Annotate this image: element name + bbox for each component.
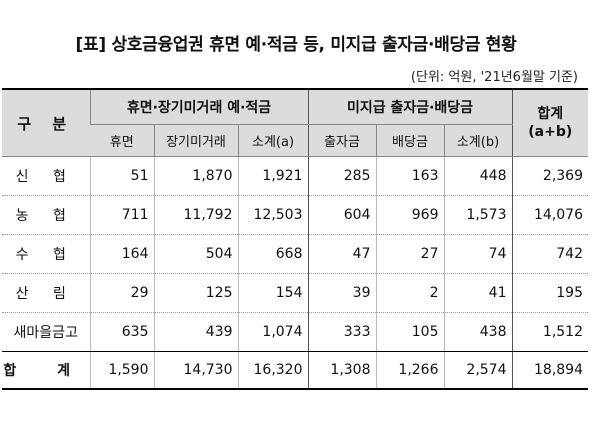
dormant-cell: 51 [89, 156, 154, 196]
subtotal-a-cell: 668 [237, 234, 308, 274]
subtotal-b-cell: 448 [443, 156, 512, 196]
investment-cell: 333 [307, 312, 376, 352]
dividend-cell: 969 [375, 195, 444, 235]
subtotal-b-cell: 2,574 [443, 351, 512, 390]
subtotal-a-cell: 1,074 [237, 312, 308, 352]
total-header: 합계 (a+b) [511, 88, 588, 157]
subtotal-a-cell: 154 [237, 273, 308, 313]
longterm-cell: 439 [153, 312, 238, 352]
dormant-cell: 635 [89, 312, 154, 352]
row-label: 농 협 [2, 195, 90, 235]
dormant-group-header: 휴면·장기미거래 예·적금 [89, 88, 308, 125]
subtotal-b-cell: 438 [443, 312, 512, 352]
total-header-line1: 합계 [537, 106, 564, 122]
longterm-header: 장기미거래 [153, 124, 238, 157]
subtotal-a-header: 소계(a) [237, 124, 308, 157]
dormant-cell: 711 [89, 195, 154, 235]
row-label: 신 협 [2, 156, 90, 196]
unpaid-group-header: 미지급 출자금·배당금 [307, 88, 512, 125]
table-row: 신 협 51 1,870 1,921 285 163 448 2,369 [2, 156, 588, 196]
dividend-cell: 163 [375, 156, 444, 196]
dividend-header: 배당금 [375, 124, 444, 157]
subtotal-b-cell: 74 [443, 234, 512, 274]
dormant-cell: 29 [89, 273, 154, 313]
total-cell: 195 [511, 273, 588, 313]
total-cell: 18,894 [511, 351, 588, 390]
longterm-cell: 1,870 [153, 156, 238, 196]
table-row: 수 협 164 504 668 47 27 74 742 [2, 234, 588, 274]
dividend-cell: 27 [375, 234, 444, 274]
subtotal-b-header: 소계(b) [443, 124, 512, 157]
longterm-cell: 504 [153, 234, 238, 274]
investment-cell: 47 [307, 234, 376, 274]
investment-cell: 604 [307, 195, 376, 235]
table-row: 산 림 29 125 154 39 2 41 195 [2, 273, 588, 313]
subtotal-a-cell: 16,320 [237, 351, 308, 390]
total-cell: 742 [511, 234, 588, 274]
sum-row: 합 계 1,590 14,730 16,320 1,308 1,266 2,57… [2, 351, 588, 390]
total-cell: 2,369 [511, 156, 588, 196]
dormant-cell: 1,590 [89, 351, 154, 390]
dividend-cell: 1,266 [375, 351, 444, 390]
investment-header: 출자금 [307, 124, 376, 157]
total-header-line2: (a+b) [528, 124, 573, 140]
dividend-cell: 105 [375, 312, 444, 352]
investment-cell: 39 [307, 273, 376, 313]
longterm-cell: 125 [153, 273, 238, 313]
dormant-header: 휴면 [90, 124, 154, 157]
longterm-cell: 11,792 [153, 195, 238, 235]
dormant-cell: 164 [89, 234, 154, 274]
table-title: [표] 상호금융업권 휴면 예·적금 등, 미지급 출자금·배당금 현황 [75, 35, 517, 55]
subtotal-b-cell: 41 [443, 273, 512, 313]
category-header: 구 분 [2, 88, 90, 157]
total-cell: 14,076 [511, 195, 588, 235]
table-row: 농 협 711 11,792 12,503 604 969 1,573 14,0… [2, 195, 588, 235]
longterm-cell: 14,730 [153, 351, 238, 390]
unit-note: (단위: 억원, '21년6월말 기준) [410, 70, 578, 85]
row-label: 산 림 [2, 273, 90, 313]
row-label: 새마을금고 [2, 312, 90, 352]
investment-cell: 1,308 [307, 351, 376, 390]
subtotal-a-cell: 12,503 [237, 195, 308, 235]
table-row: 새마을금고 635 439 1,074 333 105 438 1,512 [2, 312, 588, 352]
dividend-cell: 2 [375, 273, 444, 313]
row-label: 수 협 [2, 234, 90, 274]
subtotal-a-cell: 1,921 [237, 156, 308, 196]
subtotal-b-cell: 1,573 [443, 195, 512, 235]
total-cell: 1,512 [511, 312, 588, 352]
status-table: 구 분 휴면·장기미거래 예·적금 미지급 출자금·배당금 합계 (a+b) 휴… [2, 88, 588, 390]
investment-cell: 285 [307, 156, 376, 196]
sum-label: 합 계 [2, 351, 90, 390]
